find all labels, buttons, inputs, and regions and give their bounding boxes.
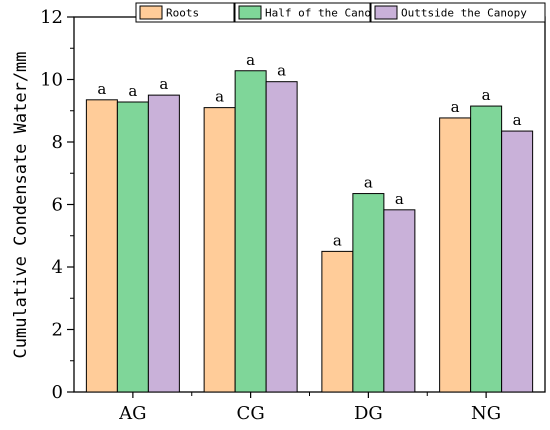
legend-item-box [234,2,371,23]
y-tick-label: 6 [52,195,63,216]
y-tick-label: 10 [40,70,63,91]
significance-label: a [128,82,137,100]
significance-label: a [97,80,106,98]
significance-label: a [159,75,168,93]
x-tick-label: DG [354,403,383,424]
y-tick-label: 12 [40,7,63,28]
y-tick-label: 0 [52,382,63,403]
y-tick-label: 2 [52,320,63,341]
legend-swatch [374,5,398,20]
significance-label: a [482,86,491,104]
bar [439,117,472,393]
significance-label: a [451,98,460,116]
bar [203,107,236,393]
significance-label: a [246,51,255,69]
bar [147,94,180,393]
legend-label: Roots [166,7,199,20]
significance-label: a [395,190,404,208]
bar [501,130,534,393]
significance-label: a [215,88,224,106]
bar [234,70,267,393]
bar [352,193,385,393]
x-tick-label: AG [118,403,146,424]
significance-label: a [513,111,522,129]
legend-swatch [238,5,262,20]
significance-label: a [333,231,342,249]
x-tick-label: NG [471,403,501,424]
legend-item-box [370,2,546,23]
y-axis-label: Cumulative Condensate Water/mm [11,51,31,358]
bar [85,99,118,393]
legend-swatch [139,5,163,20]
significance-label: a [364,174,373,192]
legend-label: Half of the Canopy [265,7,385,20]
significance-label: a [277,62,286,80]
legend-label: Outtside the Canopy [401,7,527,20]
bar [383,209,416,393]
plot-area: 0 2 4 6 8 10 12 a a a AG a a a CG a a a DG a a a NG [40,7,546,424]
y-tick-label: 4 [52,257,63,278]
x-tick-label: CG [237,403,265,424]
legend: Roots Half of the Canopy Outtside the Cano… [135,2,546,23]
bar [321,250,354,393]
y-tick-label: 8 [52,132,63,153]
bar [265,81,298,393]
bar [470,105,503,393]
bar [116,101,149,393]
